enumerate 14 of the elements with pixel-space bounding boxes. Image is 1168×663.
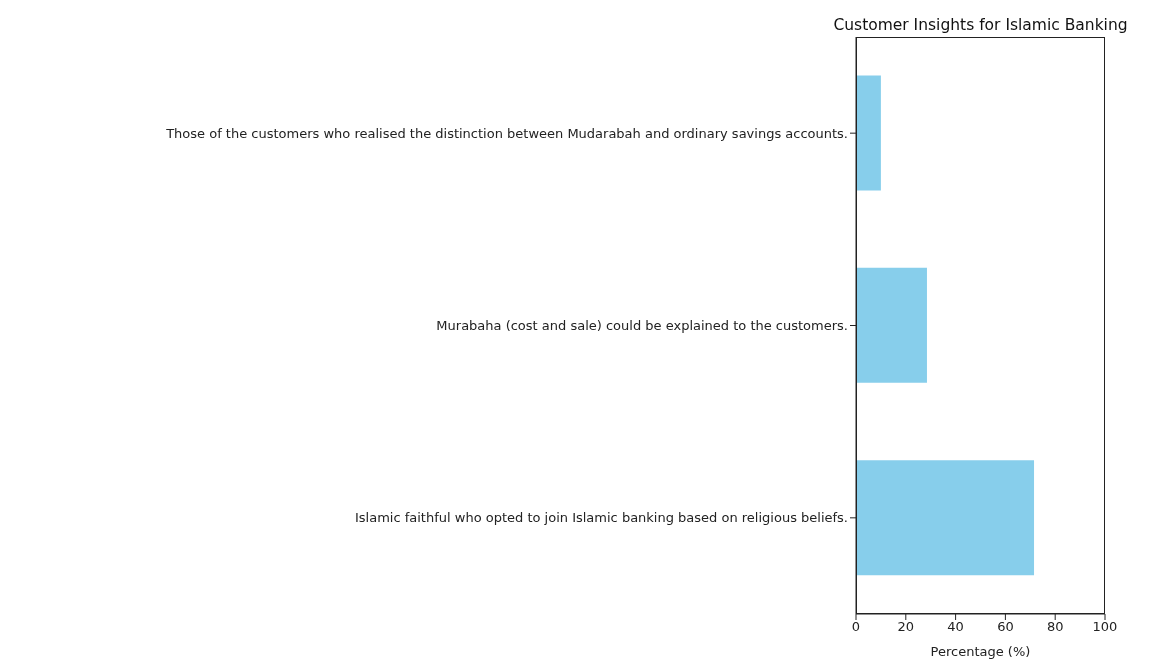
y-tick-label: Those of the customers who realised the distinction between Mudarabah and ordinary savings accounts.: [165, 125, 848, 141]
bar: [856, 460, 1035, 576]
chart-title: Customer Insights for Islamic Banking: [832, 16, 1129, 34]
x-tick-label: 40: [947, 619, 964, 635]
bar: [856, 267, 927, 383]
x-axis-title: Percentage (%): [930, 644, 1031, 659]
x-tick-label: 20: [897, 619, 915, 635]
bar: [856, 75, 881, 191]
y-tick-label: Islamic faithful who opted to join Islamic banking based on religious beliefs.: [354, 510, 848, 526]
x-tick-label: 80: [1046, 619, 1064, 635]
y-tick-label: Murabaha (cost and sale) could be explained to the customers.: [436, 318, 848, 334]
x-tick-label: 100: [1092, 619, 1118, 635]
x-tick-label: 60: [997, 619, 1014, 635]
x-tick-label: 0: [851, 619, 861, 635]
